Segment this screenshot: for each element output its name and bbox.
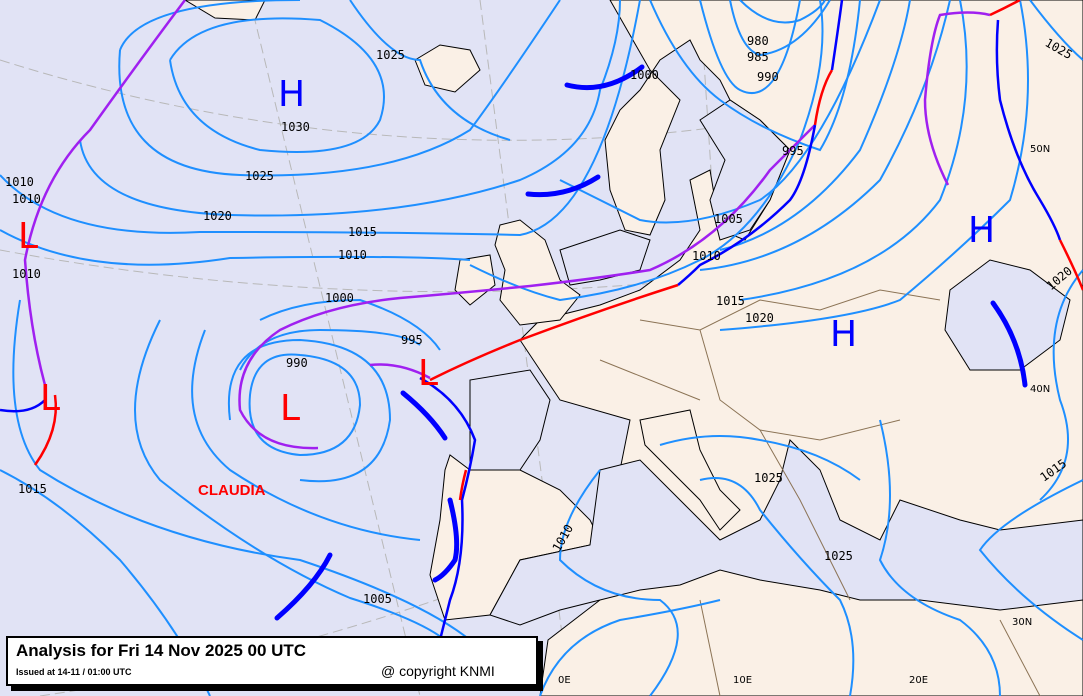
occluded-front-east xyxy=(923,11,991,186)
cold-front-iberia xyxy=(419,376,477,661)
low-center: L xyxy=(418,353,438,394)
graticule-labels: 50N 40N 30N 0E 10E 20E xyxy=(558,144,1050,686)
svg-text:1025: 1025 xyxy=(245,169,274,183)
warm-front-north xyxy=(813,69,834,126)
svg-text:10E: 10E xyxy=(733,675,752,686)
svg-text:990: 990 xyxy=(757,70,779,84)
analysis-title: Analysis for Fri 14 Nov 2025 00 UTC xyxy=(16,641,307,660)
svg-text:985: 985 xyxy=(747,50,769,64)
svg-text:1010: 1010 xyxy=(12,192,41,206)
landmasses xyxy=(184,0,1083,696)
svg-text:980: 980 xyxy=(747,34,769,48)
trough xyxy=(274,552,333,621)
warm-front-west xyxy=(33,394,57,466)
high-center: H xyxy=(968,210,995,251)
warm-front-east xyxy=(1058,239,1083,291)
low-center-claudia: L xyxy=(280,388,300,429)
svg-text:1015: 1015 xyxy=(348,225,377,239)
baltic-sea xyxy=(699,99,791,241)
svg-text:1010: 1010 xyxy=(12,267,41,281)
svg-text:1020: 1020 xyxy=(203,209,232,223)
storm-name-label: CLAUDIA xyxy=(198,482,266,499)
svg-text:1005: 1005 xyxy=(363,592,392,606)
fronts[interactable] xyxy=(0,0,1083,661)
svg-text:1015: 1015 xyxy=(18,482,47,496)
warm-front-iberia xyxy=(458,469,468,501)
svg-text:995: 995 xyxy=(401,333,423,347)
svg-text:1025: 1025 xyxy=(754,471,783,485)
occluded-front-west xyxy=(23,0,187,386)
low-center: L xyxy=(40,378,60,419)
trough xyxy=(990,300,1028,388)
svg-text:990: 990 xyxy=(286,356,308,370)
cold-front-main xyxy=(677,124,817,286)
copyright: @ copyright KNMI xyxy=(381,663,495,679)
svg-text:0E: 0E xyxy=(558,675,571,686)
svg-text:30N: 30N xyxy=(1012,617,1032,628)
svg-text:50N: 50N xyxy=(1030,144,1050,155)
trough xyxy=(564,64,645,91)
svg-text:1000: 1000 xyxy=(325,291,354,305)
occluded-front-short xyxy=(369,363,431,380)
high-center: H xyxy=(830,314,857,355)
map-legend-box: Analysis for Fri 14 Nov 2025 00 UTC Issu… xyxy=(6,636,538,686)
low-center: L xyxy=(18,216,38,257)
svg-text:1000: 1000 xyxy=(630,68,659,82)
svg-text:1010: 1010 xyxy=(5,175,34,189)
high-center: H xyxy=(278,74,305,115)
svg-text:1005: 1005 xyxy=(714,212,743,226)
black-sea xyxy=(944,259,1071,371)
trough xyxy=(525,174,601,198)
warm-front-main xyxy=(429,283,679,382)
high-center-value: 1030 xyxy=(281,120,310,134)
iceland xyxy=(414,44,481,93)
cold-front-west xyxy=(0,399,46,413)
italy xyxy=(639,409,741,531)
cold-front-east xyxy=(995,19,1062,241)
svg-text:995: 995 xyxy=(782,144,804,158)
svg-text:1020: 1020 xyxy=(745,311,774,325)
trough xyxy=(432,497,460,583)
occluded-front-claudia xyxy=(238,124,816,450)
ireland xyxy=(454,254,496,306)
svg-text:1010: 1010 xyxy=(692,249,721,263)
issued-time: Issued at 14-11 / 01:00 UTC xyxy=(16,667,132,677)
trough xyxy=(400,390,448,441)
north-sea xyxy=(559,229,651,286)
pressure-centers: H 1030 L L L L H H xyxy=(18,74,995,429)
svg-text:1025: 1025 xyxy=(824,549,853,563)
bay-of-biscay xyxy=(469,369,551,471)
svg-text:1015: 1015 xyxy=(716,294,745,308)
svg-text:1010: 1010 xyxy=(338,248,367,262)
svg-text:1025: 1025 xyxy=(376,48,405,62)
cold-front-north xyxy=(830,0,844,71)
warm-front-northeast xyxy=(989,0,1021,17)
mediterranean-sea xyxy=(489,439,1083,626)
svg-text:40N: 40N xyxy=(1030,384,1050,395)
svg-text:20E: 20E xyxy=(909,675,928,686)
